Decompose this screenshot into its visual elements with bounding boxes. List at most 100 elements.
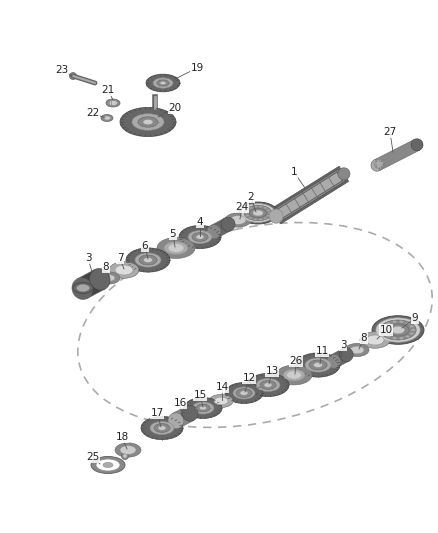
Text: 4: 4 [197, 217, 203, 227]
Ellipse shape [158, 426, 166, 430]
Ellipse shape [259, 219, 262, 220]
Ellipse shape [214, 397, 228, 405]
Ellipse shape [72, 278, 92, 300]
Ellipse shape [209, 394, 233, 408]
Text: 3: 3 [85, 253, 91, 263]
Ellipse shape [269, 209, 283, 223]
Ellipse shape [345, 343, 369, 357]
Ellipse shape [264, 383, 272, 387]
Ellipse shape [96, 459, 120, 471]
Ellipse shape [309, 360, 327, 370]
Text: 11: 11 [315, 346, 328, 356]
Ellipse shape [249, 217, 252, 219]
Ellipse shape [392, 326, 405, 334]
Ellipse shape [139, 255, 157, 265]
Text: 2: 2 [247, 192, 254, 202]
Text: 15: 15 [193, 390, 207, 400]
Ellipse shape [276, 365, 312, 385]
Text: 13: 13 [265, 366, 279, 376]
Ellipse shape [382, 325, 387, 328]
Ellipse shape [120, 108, 176, 136]
Ellipse shape [141, 416, 183, 440]
Ellipse shape [168, 413, 184, 429]
Ellipse shape [264, 217, 267, 219]
Ellipse shape [154, 424, 170, 432]
Ellipse shape [157, 80, 169, 86]
Ellipse shape [91, 456, 125, 473]
Ellipse shape [143, 119, 153, 125]
Ellipse shape [109, 262, 139, 278]
Text: 14: 14 [215, 382, 229, 392]
Ellipse shape [236, 389, 252, 398]
Ellipse shape [233, 387, 255, 399]
Ellipse shape [254, 206, 257, 208]
Ellipse shape [366, 335, 384, 345]
Text: 27: 27 [383, 127, 397, 137]
Ellipse shape [380, 320, 416, 340]
Ellipse shape [260, 381, 276, 390]
Text: 19: 19 [191, 63, 204, 73]
Ellipse shape [182, 405, 198, 421]
Ellipse shape [267, 209, 270, 211]
Text: 3: 3 [340, 340, 346, 350]
Ellipse shape [244, 205, 272, 221]
Text: 23: 23 [55, 65, 69, 75]
Text: 21: 21 [101, 85, 115, 95]
Ellipse shape [126, 248, 170, 272]
Ellipse shape [374, 159, 384, 168]
Ellipse shape [259, 206, 262, 208]
Ellipse shape [103, 116, 110, 120]
Ellipse shape [350, 346, 364, 354]
Ellipse shape [138, 117, 158, 127]
Ellipse shape [221, 217, 235, 231]
Ellipse shape [283, 369, 305, 381]
Ellipse shape [230, 216, 246, 224]
Text: 1: 1 [291, 167, 297, 177]
Ellipse shape [387, 324, 409, 336]
Text: 12: 12 [242, 373, 256, 383]
Ellipse shape [256, 378, 280, 392]
Ellipse shape [392, 337, 397, 340]
Ellipse shape [121, 453, 128, 459]
Ellipse shape [73, 282, 93, 294]
Ellipse shape [115, 443, 141, 457]
Ellipse shape [103, 274, 115, 281]
Polygon shape [374, 140, 420, 171]
Text: 25: 25 [86, 452, 99, 462]
Ellipse shape [160, 82, 166, 85]
Ellipse shape [360, 332, 390, 348]
Text: 8: 8 [360, 333, 367, 343]
Ellipse shape [240, 391, 248, 395]
Ellipse shape [98, 272, 120, 284]
Ellipse shape [106, 99, 120, 107]
Ellipse shape [338, 168, 350, 180]
Ellipse shape [286, 371, 301, 379]
Ellipse shape [135, 253, 161, 267]
Ellipse shape [150, 422, 174, 434]
Ellipse shape [267, 215, 270, 217]
Ellipse shape [199, 406, 206, 410]
Ellipse shape [249, 207, 252, 209]
Ellipse shape [305, 358, 331, 372]
Ellipse shape [399, 320, 404, 323]
Ellipse shape [405, 335, 410, 338]
Ellipse shape [386, 335, 391, 338]
Polygon shape [278, 172, 343, 218]
Ellipse shape [327, 354, 341, 368]
Ellipse shape [371, 159, 383, 171]
Polygon shape [172, 406, 194, 428]
Ellipse shape [196, 235, 204, 239]
Ellipse shape [411, 139, 423, 151]
Text: 16: 16 [173, 398, 187, 408]
Ellipse shape [168, 244, 184, 253]
Ellipse shape [109, 101, 117, 106]
Ellipse shape [90, 269, 110, 290]
Ellipse shape [339, 348, 353, 362]
Ellipse shape [250, 208, 266, 217]
Ellipse shape [192, 232, 208, 241]
Text: 22: 22 [86, 108, 99, 118]
Ellipse shape [296, 353, 340, 377]
Text: 20: 20 [169, 103, 182, 113]
Ellipse shape [410, 325, 414, 328]
Ellipse shape [372, 316, 424, 344]
